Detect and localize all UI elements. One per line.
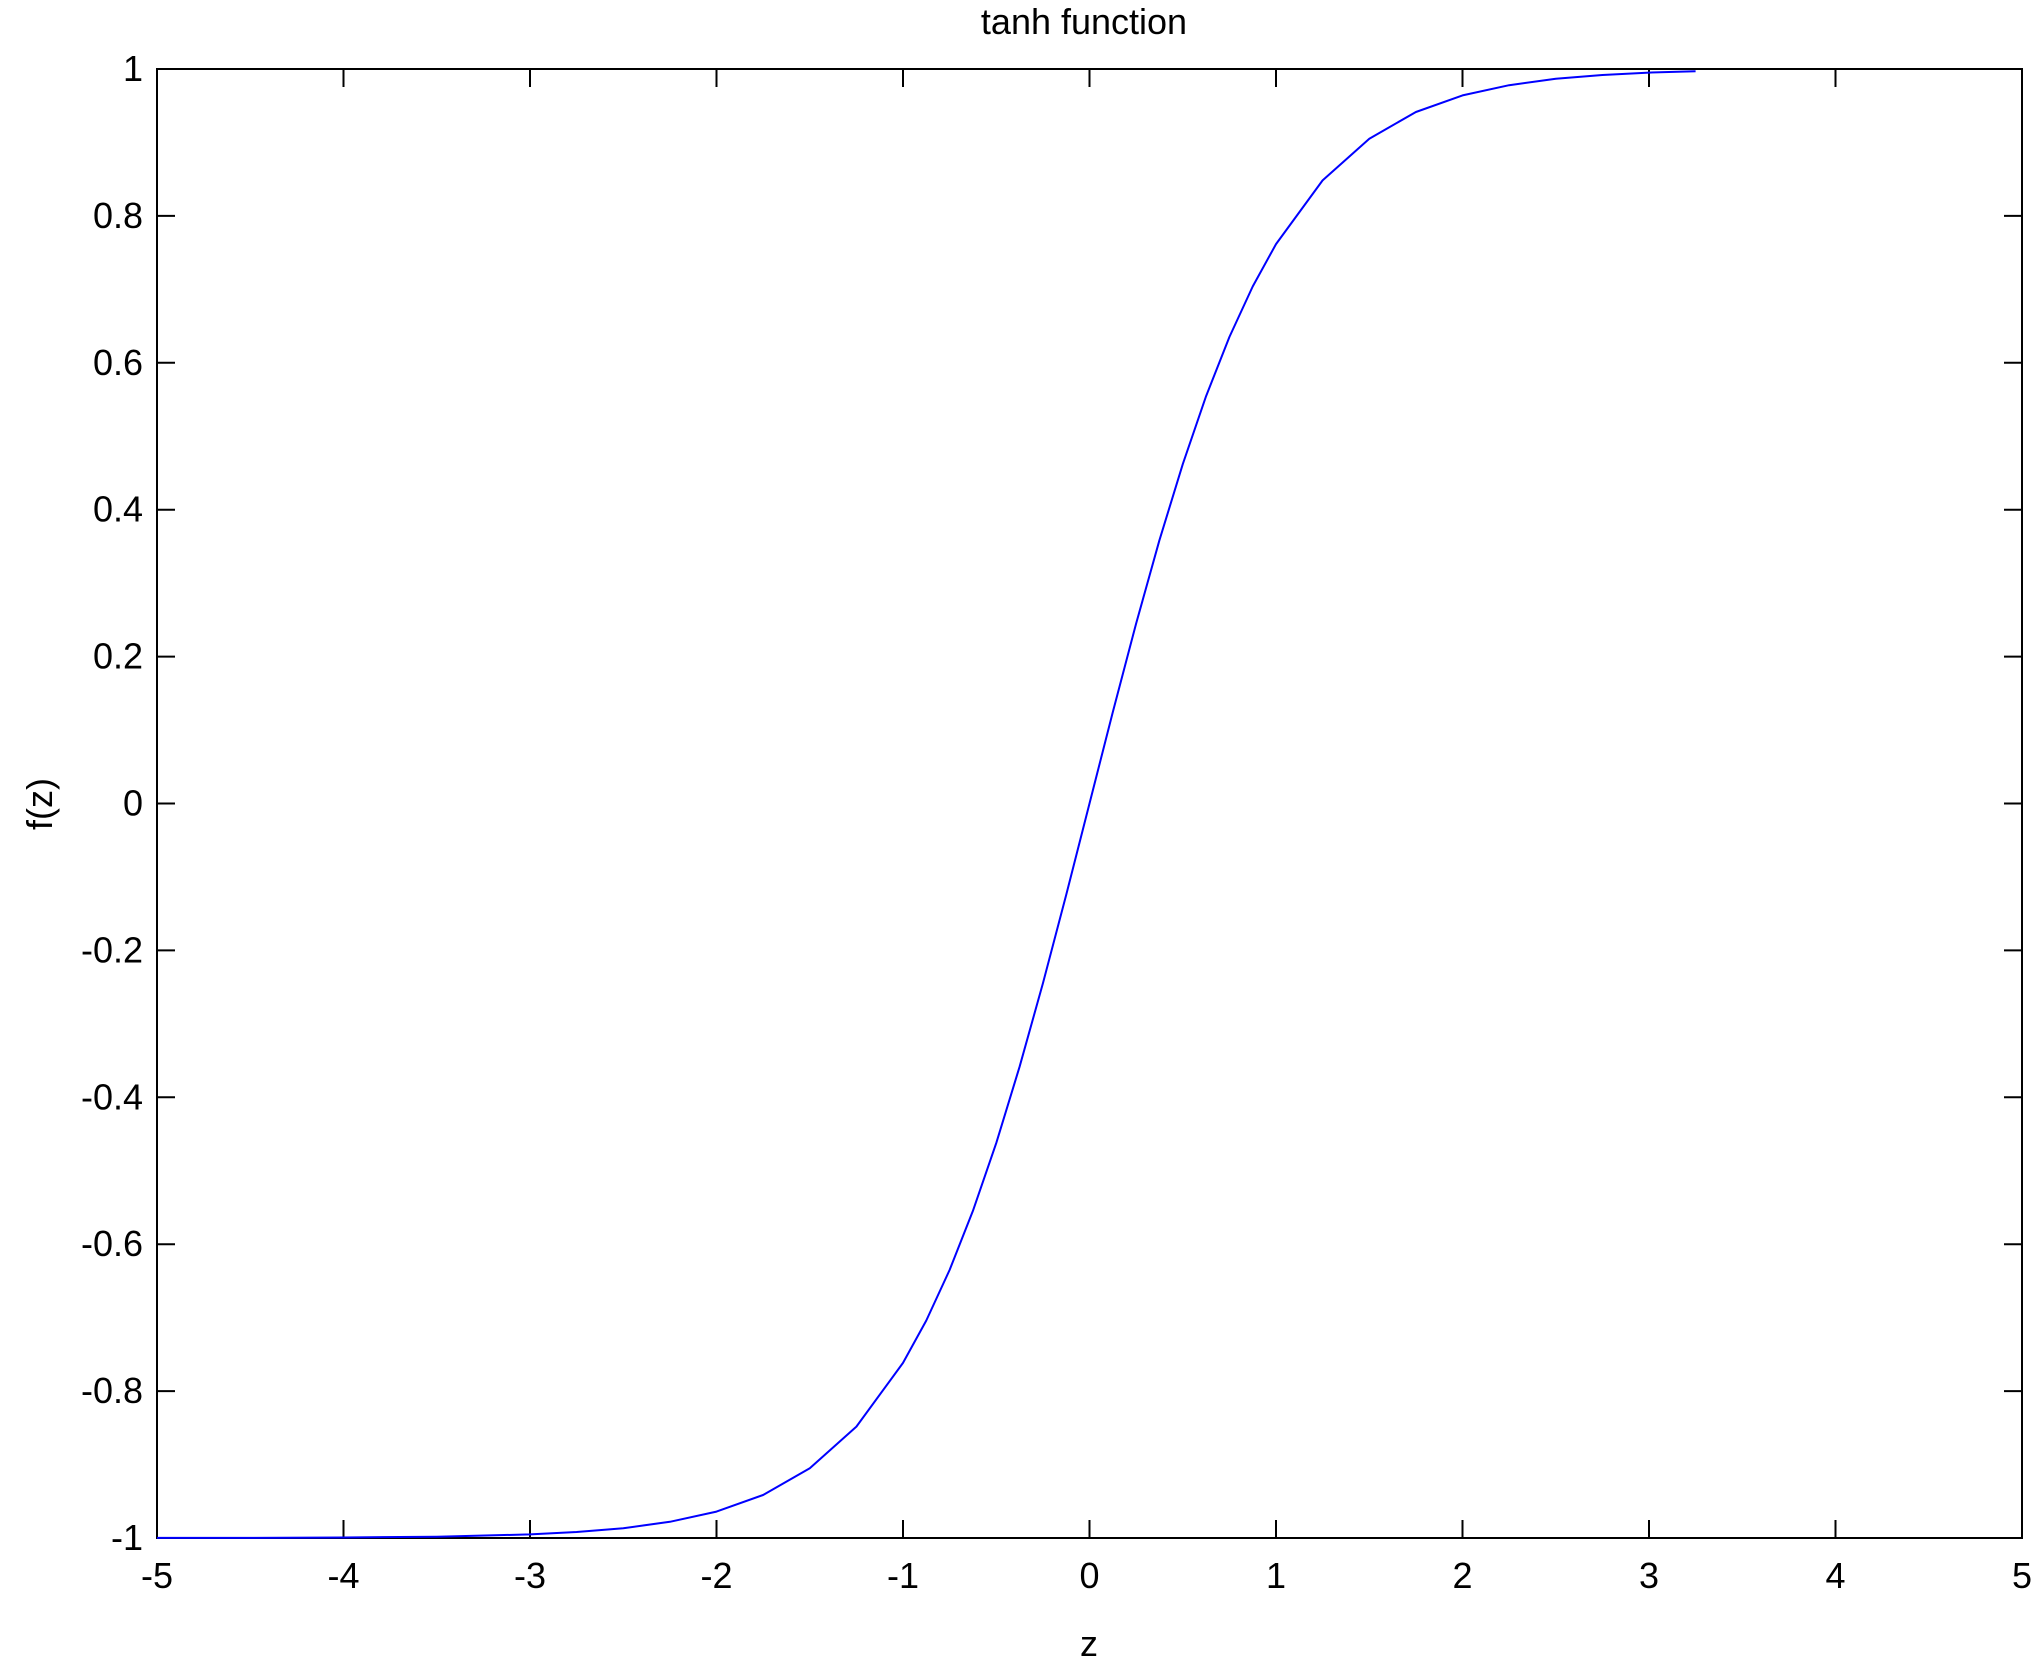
- y-tick-label: -0.8: [81, 1370, 143, 1411]
- x-axis: -5 -4 -3 -2 -1 0 1 2 3 4 5: [141, 69, 2032, 1596]
- y-tick-label: -0.4: [81, 1076, 143, 1117]
- x-tick-label: 0: [1079, 1555, 1099, 1596]
- series-layer: [157, 70, 1696, 1539]
- x-tick-label: -2: [700, 1555, 732, 1596]
- x-tick-label: -5: [141, 1555, 173, 1596]
- y-tick-label: 0.8: [93, 195, 143, 236]
- x-axis-label: z: [1080, 1623, 1098, 1664]
- y-tick-label: -0.2: [81, 929, 143, 970]
- x-tick-label: -1: [887, 1555, 919, 1596]
- x-tick-label: -4: [327, 1555, 359, 1596]
- chart-title: tanh function: [981, 1, 1187, 42]
- x-tick-label: 1: [1266, 1555, 1286, 1596]
- y-tick-label: 0.6: [93, 342, 143, 383]
- y-tick-label: 0: [123, 783, 143, 824]
- y-tick-label: 1: [123, 48, 143, 89]
- x-tick-label: -3: [514, 1555, 546, 1596]
- x-tick-label: 3: [1639, 1555, 1659, 1596]
- x-tick-label: 2: [1452, 1555, 1472, 1596]
- y-tick-label: 0.2: [93, 636, 143, 677]
- x-tick-label: 4: [1825, 1555, 1845, 1596]
- y-tick-label: -1: [111, 1517, 143, 1558]
- y-axis-label: f(z): [19, 778, 60, 830]
- y-tick-label: -0.6: [81, 1223, 143, 1264]
- y-tick-label: 0.4: [93, 489, 143, 530]
- y-axis: -1 -0.8 -0.6 -0.4 -0.2 0 0.2 0.4 0.6 0.8 1: [81, 48, 2022, 1558]
- x-tick-label: 5: [2012, 1555, 2032, 1596]
- tanh-series-line: [157, 70, 1696, 1539]
